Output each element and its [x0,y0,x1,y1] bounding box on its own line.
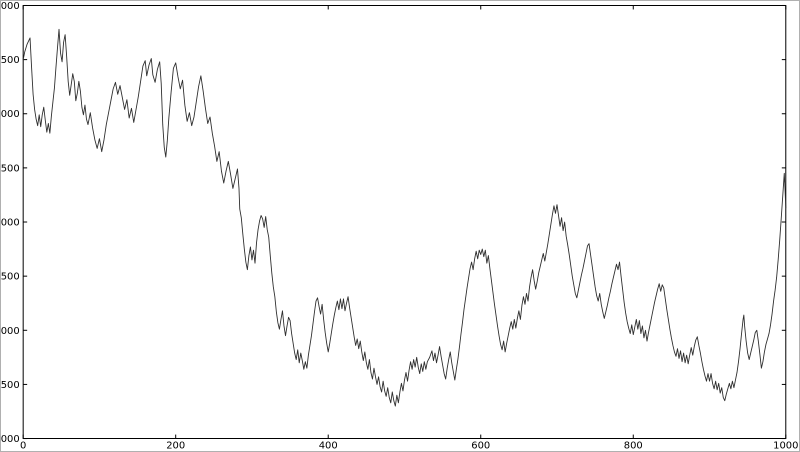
x-tick-label: 0 [20,441,26,451]
x-tick-label: 800 [624,441,643,451]
y-tick-label: 7000 [1,218,20,229]
y-tick-label: 6500 [1,272,20,283]
y-tick-label: 9000 [1,1,20,12]
y-tick-label: 7500 [1,163,20,174]
y-tick-label: 5500 [1,380,20,391]
x-tick-label: 200 [166,441,185,451]
x-tick-label: 600 [471,441,490,451]
y-tick-label: 8000 [1,109,20,120]
x-tick-label: 400 [319,441,338,451]
x-tick-label: 1000 [773,441,798,451]
y-tick-label: 8500 [1,55,20,66]
data-line [22,28,787,407]
y-tick-label: 6000 [1,326,20,337]
axes-spines [22,4,787,440]
